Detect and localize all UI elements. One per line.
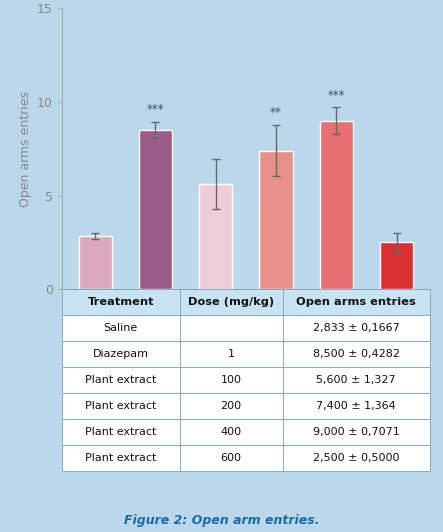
Bar [283, 315, 430, 341]
Text: 9,000 ± 0,7071: 9,000 ± 0,7071 [313, 427, 400, 437]
Text: Saline: Saline [104, 323, 138, 333]
Bar [62, 445, 180, 471]
Bar [283, 289, 430, 315]
Bar [62, 419, 180, 445]
Bar [78, 236, 112, 289]
Bar [283, 419, 430, 445]
Bar [180, 315, 283, 341]
Bar [180, 289, 283, 315]
Y-axis label: Open arms entries: Open arms entries [19, 90, 31, 206]
Text: Plant extract: Plant extract [85, 453, 156, 463]
Text: 5,600 ± 1,327: 5,600 ± 1,327 [316, 375, 396, 385]
Text: Plant extract: Plant extract [85, 401, 156, 411]
Bar [180, 367, 283, 393]
Text: 400: 400 [221, 427, 242, 437]
Text: ***: *** [147, 103, 164, 116]
Bar [199, 184, 232, 289]
Bar [283, 393, 430, 419]
Text: 100: 100 [221, 375, 242, 385]
Bar [62, 289, 180, 315]
Text: Treatment: Treatment [88, 297, 154, 307]
Text: Open arms entries: Open arms entries [296, 297, 416, 307]
Bar [180, 445, 283, 471]
Bar [320, 121, 353, 289]
Bar [380, 243, 413, 289]
Bar [260, 151, 292, 289]
Text: 8,500 ± 0,4282: 8,500 ± 0,4282 [313, 349, 400, 359]
Bar [180, 419, 283, 445]
Text: 600: 600 [221, 453, 242, 463]
Text: 200: 200 [221, 401, 242, 411]
Bar [283, 367, 430, 393]
Text: Dose (mg/kg): Dose (mg/kg) [188, 297, 274, 307]
Text: **: ** [270, 106, 282, 119]
Text: 7,400 ± 1,364: 7,400 ± 1,364 [316, 401, 396, 411]
Text: 2,500 ± 0,5000: 2,500 ± 0,5000 [313, 453, 400, 463]
Text: Plant extract: Plant extract [85, 375, 156, 385]
Text: Plant extract: Plant extract [85, 427, 156, 437]
Bar [180, 341, 283, 367]
Text: 2,833 ± 0,1667: 2,833 ± 0,1667 [313, 323, 400, 333]
Text: 1: 1 [228, 349, 235, 359]
Bar [62, 393, 180, 419]
Bar [283, 445, 430, 471]
Text: Diazepam: Diazepam [93, 349, 149, 359]
Bar [62, 367, 180, 393]
Bar [139, 130, 172, 289]
Bar [62, 341, 180, 367]
Text: Figure 2: Open arm entries.: Figure 2: Open arm entries. [124, 514, 319, 527]
Text: ***: *** [327, 89, 345, 102]
Bar [180, 393, 283, 419]
Bar [62, 315, 180, 341]
Bar [283, 341, 430, 367]
